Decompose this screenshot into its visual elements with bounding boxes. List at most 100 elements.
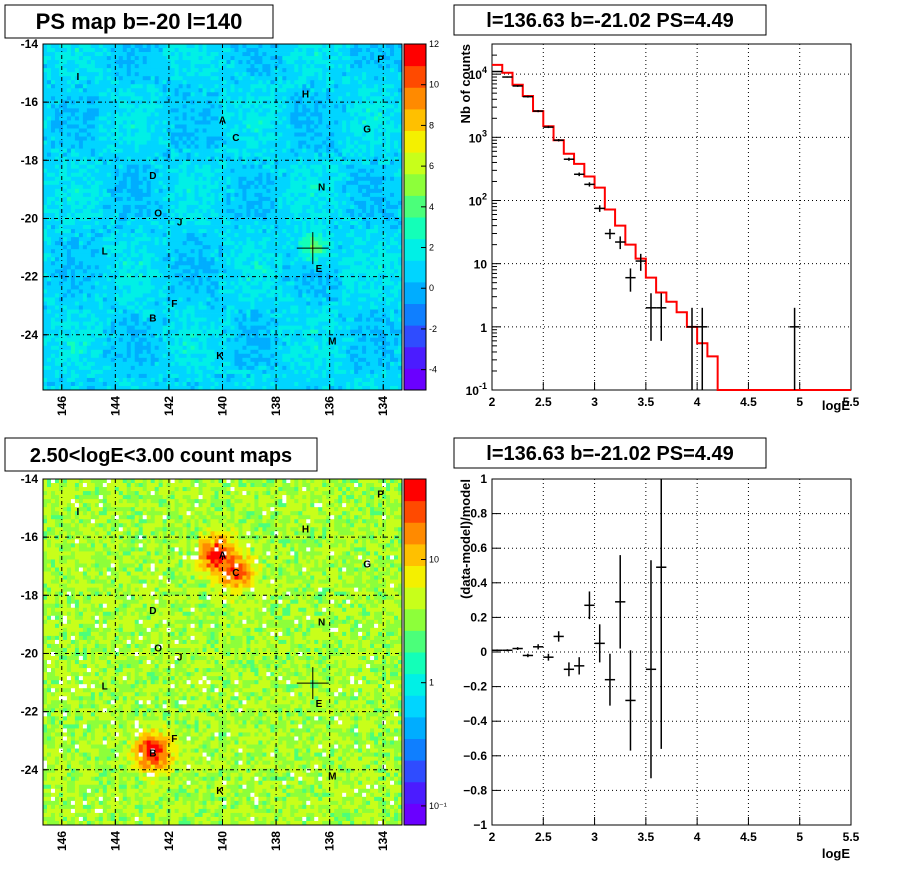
heatmap-cell [318,204,323,210]
heatmap-cell [174,144,180,149]
heatmap-cell [290,237,295,242]
heatmap-cell [43,112,48,117]
heatmap-cell [278,156,283,162]
heatmap-cell [62,156,68,162]
heatmap-cell [86,48,92,53]
heatmap-cell [214,257,219,262]
heatmap-cell [258,192,263,198]
heatmap-cell [126,84,132,89]
heatmap-cell [358,148,363,154]
heatmap-cell [258,253,263,258]
heatmap-cell [350,56,355,61]
heatmap-cell [226,233,231,238]
heatmap-cell [370,60,375,65]
heatmap-cell [222,60,227,65]
heatmap-cell [194,212,199,218]
heatmap-cell [370,156,375,162]
heatmap-cell [334,204,339,210]
heatmap-cell [370,241,375,246]
heatmap-cell [306,204,311,210]
heatmap-cell [46,221,52,226]
heatmap-cell [182,241,187,246]
heatmap-cell [326,88,331,93]
heatmap-cell [202,164,207,170]
heatmap-cell [326,92,331,97]
heatmap-cell [138,48,144,53]
heatmap-cell [46,237,52,242]
heatmap-cell [278,76,283,81]
heatmap-cell [342,56,347,61]
heatmap-cell [206,156,211,162]
heatmap-cell [174,84,180,89]
heatmap-cell [66,92,72,97]
heatmap-cell [138,245,144,250]
heatmap-cell [110,229,116,234]
heatmap-cell [118,96,124,101]
heatmap-cell [394,112,399,117]
heatmap-cell [246,180,251,186]
heatmap-cell [350,217,355,222]
heatmap-cell [162,221,168,226]
heatmap-cell [254,172,259,178]
heatmap-cell [390,132,395,137]
heatmap-cell [382,140,387,145]
heatmap-cell [122,124,128,129]
heatmap-cell [62,52,68,57]
heatmap-cell [310,204,315,210]
heatmap-cell [46,200,52,206]
heatmap-cell [258,104,263,109]
heatmap-cell [294,76,299,81]
heatmap-cell [250,88,255,93]
heatmap-cell [146,225,152,230]
heatmap-cell [138,92,144,97]
heatmap-cell [278,64,283,69]
heatmap-cell [378,168,383,174]
heatmap-cell [134,156,140,162]
heatmap-cell [50,96,56,101]
heatmap-cell [358,180,363,186]
heatmap-cell [298,56,303,61]
heatmap-cell [342,52,347,57]
heatmap-cell [150,128,156,133]
heatmap-cell [374,217,379,222]
heatmap-cell [78,261,84,266]
heatmap-cell [166,257,172,262]
heatmap-cell [114,44,120,49]
heatmap-cell [258,156,263,162]
heatmap-cell [234,261,239,266]
heatmap-cell [86,120,92,125]
heatmap-cell [114,88,120,93]
heatmap-cell [366,148,371,154]
heatmap-cell [122,72,128,77]
heatmap-cell [278,72,283,77]
heatmap-cell [162,208,168,214]
heatmap-cell [254,64,259,69]
heatmap-cell [50,249,56,254]
heatmap-cell [330,152,335,158]
heatmap-cell [382,233,387,238]
heatmap-cell [210,112,215,117]
heatmap-cell [182,249,187,254]
heatmap-cell [150,265,156,270]
heatmap-cell [134,212,140,218]
heatmap-cell [306,88,311,93]
panel3-title: 2.50<logE<3.00 count maps [30,445,292,467]
heatmap-cell [110,140,116,145]
heatmap-cell [286,196,291,202]
heatmap-cell [162,84,168,89]
heatmap-cell [290,257,295,262]
heatmap-cell [290,148,295,154]
heatmap-cell [374,68,379,73]
heatmap-cell [218,104,223,109]
heatmap-cell [326,52,331,57]
heatmap-cell [362,88,367,93]
heatmap-cell [130,56,136,61]
heatmap-cell [302,192,307,198]
heatmap-cell [222,56,227,61]
heatmap-cell [394,253,399,258]
heatmap-cell [218,92,223,97]
heatmap-cell [210,253,215,258]
heatmap-cell [46,204,52,210]
heatmap-cell [202,128,207,133]
heatmap-cell [210,128,215,133]
